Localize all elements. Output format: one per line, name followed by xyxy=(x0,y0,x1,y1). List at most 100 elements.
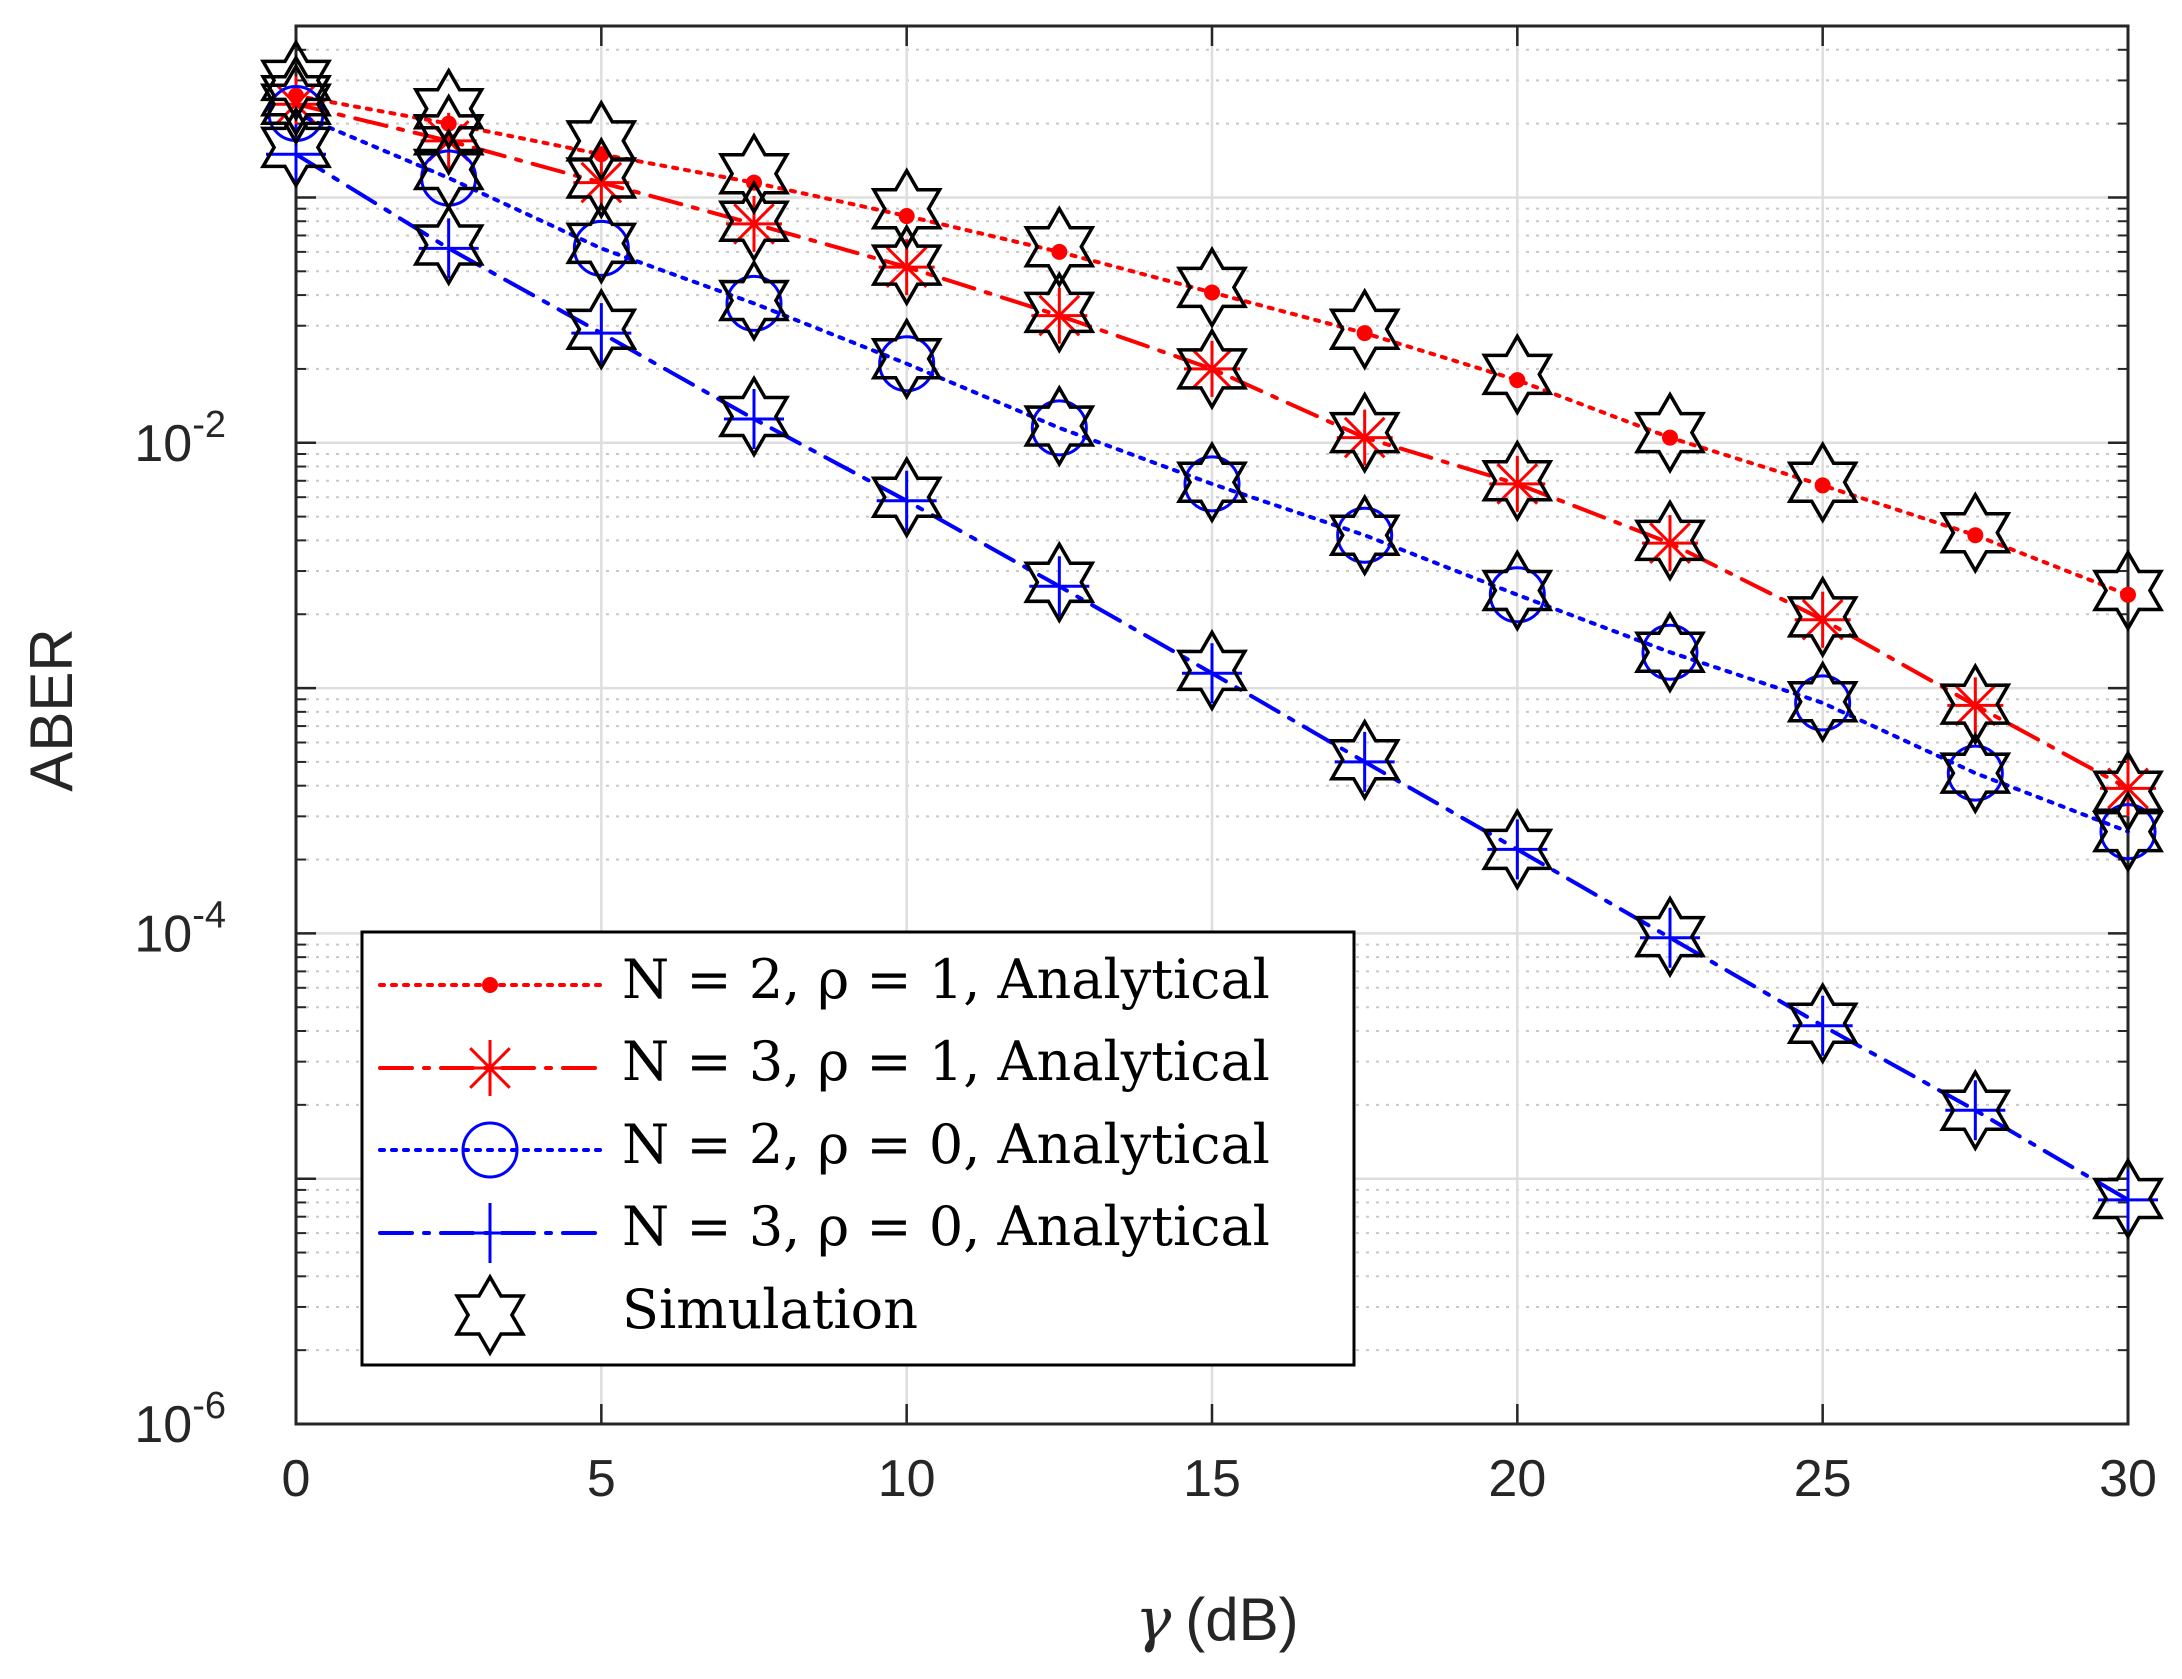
data-point-n3r0 xyxy=(1792,995,1853,1056)
data-point-n2r1 xyxy=(1814,477,1831,494)
simulation-point-n2r1 xyxy=(1023,205,1096,289)
simulation-point-n2r0 xyxy=(870,317,943,401)
legend-label-n2r1: N = 2, ρ = 1, Analytical xyxy=(622,948,1270,1011)
simulation-point-n2r0 xyxy=(1481,548,1554,633)
simulation-point-n3r0 xyxy=(870,455,943,539)
simulation-point-n3r0 xyxy=(1328,718,1401,802)
x-tick-label: 25 xyxy=(1794,1450,1852,1508)
data-point-n2r0 xyxy=(1030,399,1088,457)
legend-marker xyxy=(454,1273,526,1357)
x-axis-label-symbol: γ xyxy=(1135,1585,1171,1655)
simulation-point-n3r1 xyxy=(1176,327,1248,411)
data-point-n2r0 xyxy=(1794,674,1852,732)
legend-label-n2r0: N = 2, ρ = 0, Analytical xyxy=(622,1113,1270,1176)
y-tick-exponent: -2 xyxy=(192,404,226,446)
simulation-point-n3r0 xyxy=(1023,540,1096,624)
data-point-n2r1 xyxy=(1051,243,1068,260)
data-point-n3r1 xyxy=(1642,515,1698,572)
legend-marker xyxy=(461,1121,519,1179)
data-point-n3r0 xyxy=(876,470,937,531)
plot-frame xyxy=(294,24,2130,1426)
data-point-n3r1 xyxy=(726,195,782,252)
simulation-point-n2r0 xyxy=(1786,660,1859,744)
data-point-n2r1 xyxy=(1204,284,1220,301)
data-point-n3r0 xyxy=(571,303,632,364)
y-tick-label: 10-6 xyxy=(134,1385,226,1454)
simulation-point-n2r0 xyxy=(718,258,790,342)
data-point-n3r0 xyxy=(724,388,784,449)
legend-entry-n2r1: N = 2, ρ = 1, Analytical xyxy=(378,948,1270,1011)
data-point-n2r0 xyxy=(1946,744,2004,802)
simulation-point-n3r0 xyxy=(1786,981,1859,1065)
data-point-n3r1 xyxy=(1184,340,1240,397)
legend-label-n3r0: N = 3, ρ = 0, Analytical xyxy=(622,1195,1270,1258)
data-point-n2r0 xyxy=(2099,803,2157,861)
simulation-point-n3r0 xyxy=(1481,807,1554,891)
x-axis-label: γ (dB) xyxy=(1135,1585,1298,1655)
simulation-point-n2r1 xyxy=(1939,491,2012,575)
simulation-point-n2r0 xyxy=(2092,790,2164,874)
legend-sample-n3r1 xyxy=(378,1040,602,1096)
x-tick-label: 0 xyxy=(282,1450,311,1508)
simulation-point-n3r0 xyxy=(412,203,485,287)
x-tick-label: 10 xyxy=(878,1450,936,1508)
series-n3r1 xyxy=(268,76,2156,817)
simulation-point-n3r1 xyxy=(1328,391,1401,475)
simulation-point-n3r1 xyxy=(1634,498,1706,582)
y-tick-label: 10-2 xyxy=(134,404,226,473)
simulation-point-n3r1 xyxy=(1481,439,1554,523)
axes xyxy=(294,24,2130,1426)
simulation-point-n3r1 xyxy=(870,223,943,307)
series-simulation xyxy=(260,38,2164,1240)
data-point-n3r1 xyxy=(878,239,935,296)
data-point-n3r1 xyxy=(1794,591,1851,648)
legend-sample-n2r1 xyxy=(378,977,602,993)
data-point-n2r0 xyxy=(725,274,783,332)
y-axis-label: ABER xyxy=(18,628,85,791)
data-point-n3r1 xyxy=(420,112,477,169)
legend-entry-n2r0: N = 2, ρ = 0, Analytical xyxy=(378,1113,1270,1179)
data-point-n3r1 xyxy=(1336,409,1393,466)
data-point-n2r1 xyxy=(1356,325,1373,342)
data-point-n3r1 xyxy=(573,154,630,211)
simulation-point-n2r1 xyxy=(565,99,638,183)
x-tick-label: 30 xyxy=(2099,1450,2157,1508)
y-tick-base: 10 xyxy=(134,905,192,963)
series-line-n2r0 xyxy=(294,111,2130,834)
y-tick-base: 10 xyxy=(134,1396,192,1454)
data-point-n3r0 xyxy=(1640,907,1700,968)
data-point-n2r0 xyxy=(1488,566,1546,624)
simulation-point-n2r1 xyxy=(1481,332,1554,416)
simulation-point-n2r1 xyxy=(1786,440,1859,524)
simulation-point-n2r1 xyxy=(1634,391,1706,475)
simulation-point-n3r0 xyxy=(1634,895,1706,979)
x-axis-label-unit: (dB) xyxy=(1185,1586,1298,1653)
simulation-point-n2r1 xyxy=(870,167,943,251)
legend-sample-n2r0 xyxy=(378,1121,602,1179)
y-tick-label: 10-4 xyxy=(134,894,226,963)
legend: N = 2, ρ = 1, Analytical N = 3, ρ = 1, A… xyxy=(360,930,1356,1367)
data-point-n2r0 xyxy=(878,335,936,393)
simulation-point-n2r0 xyxy=(260,62,332,146)
simulation-point-n3r1 xyxy=(412,93,485,177)
simulation-point-n2r1 xyxy=(2092,549,2164,633)
simulation-point-n3r1 xyxy=(1786,575,1859,659)
data-point-n3r1 xyxy=(268,76,324,133)
y-tick-exponent: -4 xyxy=(192,894,226,936)
simulation-point-n3r1 xyxy=(2092,749,2164,833)
simulation-point-n3r1 xyxy=(1939,662,2012,746)
data-point-n2r1 xyxy=(1967,527,1984,544)
data-point-n3r0 xyxy=(1182,643,1242,704)
simulation-point-n3r0 xyxy=(1176,628,1248,712)
data-point-n2r1 xyxy=(898,208,915,225)
legend-sample-n3r0 xyxy=(378,1203,602,1263)
simulation-point-n2r0 xyxy=(1176,440,1248,524)
data-point-n2r0 xyxy=(1336,506,1394,564)
series xyxy=(260,38,2164,1240)
legend-marker xyxy=(462,1040,518,1096)
data-point-n3r1 xyxy=(2100,760,2156,817)
legend-entry-n3r1: N = 3, ρ = 1, Analytical xyxy=(378,1030,1270,1096)
data-point-n3r1 xyxy=(1031,287,1088,344)
data-point-n3r1 xyxy=(1489,455,1546,512)
